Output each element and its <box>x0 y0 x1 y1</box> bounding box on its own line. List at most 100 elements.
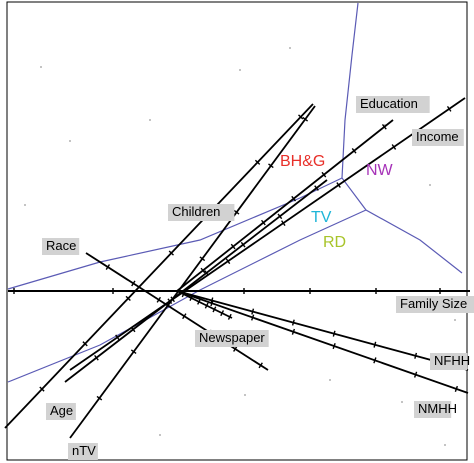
variable-axis <box>176 119 394 292</box>
variable-tick <box>373 357 377 364</box>
group-labels: BH&G NW TV RD <box>280 153 394 251</box>
variable-tick <box>291 319 295 326</box>
variable-tick <box>165 302 171 308</box>
variable-tick <box>277 213 283 220</box>
variable-tick <box>321 171 327 178</box>
variable-tick <box>230 243 236 250</box>
variable-label-text: Income <box>416 129 459 144</box>
variable-tick <box>82 341 88 347</box>
variable-tick <box>298 114 304 120</box>
variable-tick <box>391 144 397 150</box>
variable-axes <box>4 97 469 439</box>
variable-tick <box>220 310 225 317</box>
variable-tick <box>336 182 341 188</box>
variable-tick <box>168 250 174 256</box>
variable-tick <box>131 280 136 287</box>
background-point <box>40 66 42 68</box>
variable-axis <box>64 179 328 383</box>
variable-label-text: Family Size <box>400 296 467 311</box>
variable-axis <box>4 103 314 429</box>
variable-tick <box>210 300 214 307</box>
variable-tick <box>258 362 263 369</box>
variable-tick <box>351 147 357 154</box>
variable-tick <box>414 352 418 359</box>
group-label: NW <box>366 162 394 179</box>
variable-label-text: NFHH <box>434 353 470 368</box>
variable-tick <box>240 241 246 248</box>
variable-axis <box>69 97 466 371</box>
region-boundary <box>7 177 343 290</box>
variable-label-box <box>46 403 76 420</box>
background-point <box>401 401 403 403</box>
variable-label: Education <box>356 96 430 113</box>
variable-tick <box>105 264 111 270</box>
variable-label-text: NMHH <box>418 401 457 416</box>
variable-axis <box>176 290 469 371</box>
variable-label-box <box>168 204 235 221</box>
group-label: BH&G <box>280 153 325 170</box>
variable-label-text: Newspaper <box>199 330 265 345</box>
variable-tick <box>115 334 120 341</box>
variable-tick <box>182 313 187 320</box>
variable-label-text: nTV <box>72 443 96 458</box>
variable-tick <box>96 395 103 401</box>
horizontal-axis <box>8 288 470 294</box>
variable-tick <box>446 106 452 112</box>
variable-label: NMHH <box>414 401 457 418</box>
background-point <box>149 119 151 121</box>
variable-tick <box>314 185 319 191</box>
variable-label-box <box>68 443 98 460</box>
variable-tick <box>225 258 231 265</box>
variable-tick <box>291 195 297 202</box>
variable-tick <box>199 256 206 262</box>
variable-axis <box>85 252 269 371</box>
background-point <box>244 394 246 396</box>
variable-tick <box>130 326 136 333</box>
variable-label: Family Size <box>396 296 474 313</box>
variable-label-box <box>42 238 80 255</box>
variable-tick <box>251 314 255 321</box>
variable-label-text: Age <box>50 403 73 418</box>
variable-tick <box>204 302 209 309</box>
group-label: TV <box>311 209 332 226</box>
variable-tick <box>212 306 217 313</box>
variable-tick <box>381 124 387 130</box>
variable-label-text: Education <box>360 96 418 111</box>
variable-label: Newspaper <box>195 330 269 347</box>
group-label: RD <box>323 234 346 251</box>
variable-tick <box>291 328 296 335</box>
background-point <box>24 204 26 206</box>
background-point <box>289 47 291 49</box>
background-point <box>239 69 241 71</box>
variable-axis <box>69 105 316 439</box>
plot-frame <box>6 1 468 461</box>
variable-label-box <box>356 96 430 113</box>
variable-tick <box>413 371 418 378</box>
variable-label-box <box>195 330 269 347</box>
background-point <box>69 140 71 142</box>
variable-labels: Education Income Children Race Family Size Ne… <box>42 96 474 460</box>
variable-label: nTV <box>68 443 98 460</box>
variable-label-text: Race <box>46 238 76 253</box>
variable-tick <box>125 295 131 301</box>
variable-label: Race <box>42 238 80 255</box>
variable-label: Income <box>412 129 464 146</box>
background-point <box>329 379 331 381</box>
variable-tick <box>130 349 137 355</box>
variable-label-box <box>412 129 464 146</box>
variable-label: NFHH <box>430 353 470 370</box>
variable-tick <box>251 308 255 315</box>
variable-tick <box>268 163 274 169</box>
variable-label-text: Children <box>172 204 220 219</box>
variable-tick <box>254 159 261 165</box>
variable-label-box <box>396 296 474 313</box>
variable-tick <box>260 219 266 226</box>
variable-tick <box>454 385 459 392</box>
variable-tick <box>39 386 45 392</box>
background-point <box>444 444 446 446</box>
variable-tick <box>200 267 206 274</box>
variable-axis <box>176 290 233 319</box>
variable-tick <box>204 270 209 276</box>
variable-tick <box>373 341 377 348</box>
